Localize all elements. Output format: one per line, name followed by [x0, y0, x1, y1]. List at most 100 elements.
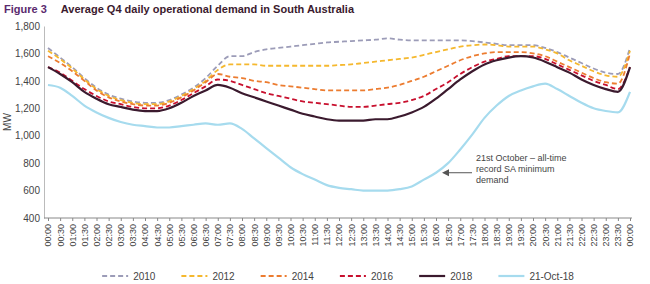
x-tick-mark — [194, 218, 195, 221]
x-tick-label: 23:00 — [601, 224, 611, 247]
legend-swatch — [102, 275, 128, 277]
annotation-arrow-head — [442, 169, 449, 176]
x-tick-mark — [303, 218, 304, 221]
x-tick: 20:30 — [541, 218, 551, 247]
x-tick-mark — [97, 218, 98, 221]
x-tick: 00:00 — [625, 218, 635, 247]
x-tick: 09:30 — [274, 218, 284, 247]
x-tick: 01:00 — [68, 218, 78, 247]
x-tick-mark — [291, 218, 292, 221]
x-tick: 00:00 — [43, 218, 53, 247]
x-tick: 02:00 — [92, 218, 102, 247]
x-tick-label: 16:00 — [431, 224, 441, 247]
title-text: Average Q4 daily operational demand in S… — [61, 3, 355, 15]
x-tick-label: 14:00 — [383, 224, 393, 247]
x-tick-mark — [618, 218, 619, 221]
x-tick-mark — [509, 218, 510, 221]
legend-swatch — [340, 275, 366, 277]
x-tick-mark — [545, 218, 546, 221]
series-line — [48, 56, 630, 108]
x-tick-label: 18:00 — [480, 224, 490, 247]
x-tick: 12:00 — [334, 218, 344, 247]
x-tick: 19:30 — [516, 218, 526, 247]
lines — [48, 38, 630, 190]
x-tick: 17:30 — [468, 218, 478, 247]
y-tick: 800 — [23, 158, 44, 169]
x-tick-mark — [582, 218, 583, 221]
x-tick-label: 22:30 — [589, 224, 599, 247]
annotation: 21st October – all-timerecord SA minimum… — [442, 153, 567, 185]
x-tick-mark — [436, 218, 437, 221]
x-tick-mark — [218, 218, 219, 221]
x-tick: 07:00 — [213, 218, 223, 247]
x-tick-mark — [606, 218, 607, 221]
y-tick-label: 400 — [23, 213, 40, 224]
x-tick: 14:30 — [395, 218, 405, 247]
legend-item: 2018 — [419, 271, 473, 282]
x-tick: 12:30 — [347, 218, 357, 247]
y-axis: 4006008001,0001,2001,4001,6001,800 — [15, 21, 45, 224]
y-tick-label: 600 — [23, 185, 40, 196]
x-tick-mark — [327, 218, 328, 221]
x-tick: 19:00 — [504, 218, 514, 247]
x-tick: 06:00 — [189, 218, 199, 247]
y-tick-label: 1,800 — [15, 21, 40, 32]
x-tick-label: 03:00 — [116, 224, 126, 247]
x-tick: 13:30 — [371, 218, 381, 247]
x-tick-mark — [278, 218, 279, 221]
x-tick-label: 04:30 — [153, 224, 163, 247]
x-tick: 18:00 — [480, 218, 490, 247]
x-tick: 20:00 — [528, 218, 538, 247]
x-tick-mark — [412, 218, 413, 221]
y-tick: 1,600 — [15, 48, 44, 59]
x-tick-mark — [521, 218, 522, 221]
x-tick-label: 04:00 — [140, 224, 150, 247]
y-tick: 1,800 — [15, 21, 44, 32]
x-tick-mark — [424, 218, 425, 221]
x-tick: 18:30 — [492, 218, 502, 247]
x-tick-label: 08:00 — [237, 224, 247, 247]
x-tick: 05:00 — [165, 218, 175, 247]
x-tick-label: 11:30 — [322, 224, 332, 246]
x-tick-label: 06:00 — [189, 224, 199, 247]
x-tick-mark — [485, 218, 486, 221]
x-tick-mark — [497, 218, 498, 221]
legend-swatch — [181, 275, 207, 277]
x-tick-mark — [569, 218, 570, 221]
legend-label: 2010 — [133, 271, 156, 282]
x-tick-label: 00:00 — [43, 224, 53, 247]
y-axis-line — [44, 27, 45, 219]
x-tick: 15:00 — [407, 218, 417, 247]
x-tick-mark — [157, 218, 158, 221]
x-tick-mark — [230, 218, 231, 221]
x-tick: 23:00 — [601, 218, 611, 247]
y-tick: 600 — [23, 185, 44, 196]
x-tick-label: 12:00 — [334, 224, 344, 247]
x-tick: 09:00 — [262, 218, 272, 247]
x-tick-mark — [363, 218, 364, 221]
x-tick-label: 06:30 — [201, 224, 211, 247]
x-tick: 08:30 — [250, 218, 260, 247]
x-tick-label: 02:30 — [104, 224, 114, 247]
figure-label: Figure 3 — [4, 3, 47, 15]
x-tick-label: 08:30 — [250, 224, 260, 247]
annotation-line: 21st October – all-time — [476, 153, 567, 163]
x-axis-line — [44, 218, 632, 219]
x-tick: 15:30 — [419, 218, 429, 247]
x-tick-label: 13:30 — [371, 224, 381, 247]
y-tick: 1,200 — [15, 103, 44, 114]
x-tick-label: 22:00 — [577, 224, 587, 247]
x-tick-mark — [472, 218, 473, 221]
x-tick: 06:30 — [201, 218, 211, 247]
x-tick-mark — [242, 218, 243, 221]
x-tick: 22:30 — [589, 218, 599, 247]
x-tick-mark — [254, 218, 255, 221]
x-tick: 00:30 — [56, 218, 66, 247]
legend-swatch — [419, 275, 445, 277]
x-tick-mark — [72, 218, 73, 221]
x-tick-label: 15:30 — [419, 224, 429, 247]
x-tick-mark — [121, 218, 122, 221]
y-tick-label: 1,000 — [15, 130, 40, 141]
x-tick-label: 05:00 — [165, 224, 175, 247]
x-tick: 22:00 — [577, 218, 587, 247]
